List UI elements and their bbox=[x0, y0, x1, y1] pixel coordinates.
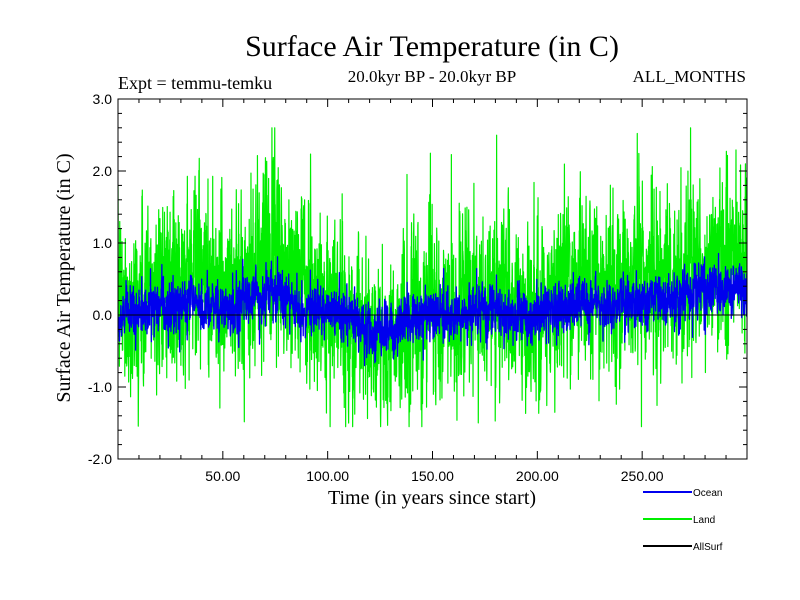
x-axis-label: Time (in years since start) bbox=[328, 487, 536, 509]
x-tick-label: 50.00 bbox=[205, 468, 240, 484]
series-line-land bbox=[118, 127, 747, 428]
chart-title: Surface Air Temperature (in C) bbox=[245, 30, 619, 63]
y-tick-label: 0.0 bbox=[93, 307, 113, 323]
legend-label-ocean: Ocean bbox=[693, 488, 722, 499]
x-tick-label: 100.00 bbox=[306, 468, 349, 484]
plot-area bbox=[118, 127, 747, 428]
legend-label-allsurf: AllSurf bbox=[693, 542, 723, 553]
x-tick-label: 150.00 bbox=[411, 468, 454, 484]
y-tick-label: -2.0 bbox=[88, 451, 112, 467]
x-tick-label: 200.00 bbox=[516, 468, 559, 484]
y-tick-label: 2.0 bbox=[93, 163, 113, 179]
experiment-label: Expt = temmu-temku bbox=[118, 73, 272, 93]
months-label: ALL_MONTHS bbox=[633, 67, 746, 86]
x-tick-label: 250.00 bbox=[621, 468, 664, 484]
y-axis-label: Surface Air Temperature (in C) bbox=[53, 153, 75, 402]
legend-label-land: Land bbox=[693, 515, 715, 526]
y-tick-label: 3.0 bbox=[93, 91, 113, 107]
time-range-label: 20.0kyr BP - 20.0kyr BP bbox=[348, 67, 516, 86]
series-line-ocean bbox=[118, 252, 747, 367]
legend: Ocean Land AllSurf bbox=[643, 488, 723, 553]
axes: -2.0 -1.0 0.0 1.0 2.0 3.0 50.00 100.00 150.00 200… bbox=[88, 91, 748, 484]
y-tick-label: -1.0 bbox=[88, 379, 112, 395]
y-tick-label: 1.0 bbox=[93, 235, 113, 251]
